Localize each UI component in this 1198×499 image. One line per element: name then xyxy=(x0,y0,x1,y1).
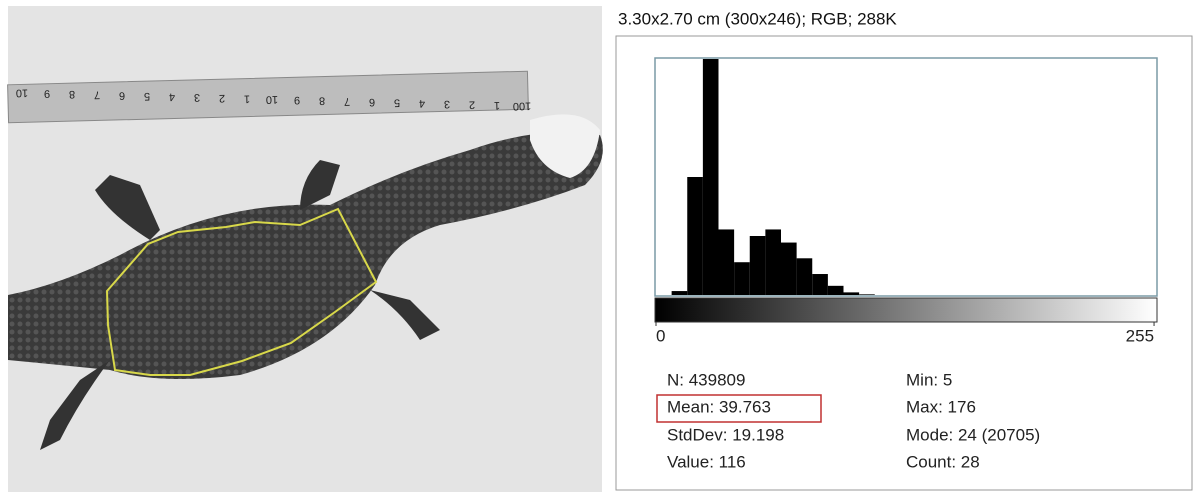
ruler-label: 9 xyxy=(44,87,50,99)
bar xyxy=(844,292,860,295)
ruler-label: 6 xyxy=(119,89,125,101)
ruler-label: 5 xyxy=(394,96,400,108)
ruler-label: 7 xyxy=(344,95,350,107)
ruler-label: 8 xyxy=(319,94,325,106)
stat: Min: 5 xyxy=(906,370,952,389)
ruler-label: 4 xyxy=(169,91,175,103)
stat: StdDev: 19.198 xyxy=(667,425,784,444)
ruler-label: 10 xyxy=(266,93,279,105)
ruler-label: 3 xyxy=(194,91,200,103)
bar xyxy=(703,59,719,295)
ruler-label: 1 xyxy=(494,99,500,111)
ruler-label: 6 xyxy=(369,96,375,108)
bar xyxy=(687,177,703,295)
ruler-label: 4 xyxy=(419,97,425,109)
bar xyxy=(750,236,766,295)
ruler-label: 9 xyxy=(294,94,300,106)
bar xyxy=(797,258,813,295)
ruler-label: 8 xyxy=(69,88,75,100)
stat: N: 439809 xyxy=(667,370,745,389)
stat: Max: 176 xyxy=(906,397,976,416)
photo: 10 9 8 7 6 5 4 3 2 1 10 9 8 7 6 5 4 3 2 1 100 xyxy=(8,6,603,492)
bar xyxy=(672,291,688,295)
ruler-label: 2 xyxy=(219,92,225,104)
bar xyxy=(765,229,781,295)
figure: 10 9 8 7 6 5 4 3 2 1 10 9 8 7 6 5 4 3 2 1 100 3.30x2.70 cm (… xyxy=(0,0,1198,494)
bar xyxy=(734,262,750,295)
stat: Mean: 39.763 xyxy=(667,397,771,416)
ruler-label: 1 xyxy=(244,92,250,104)
bar xyxy=(859,294,875,295)
ruler-label: 2 xyxy=(469,98,475,110)
lut-bar xyxy=(655,298,1157,322)
window-header: 3.30x2.70 cm (300x246); RGB; 288K xyxy=(618,9,897,28)
bar xyxy=(828,286,844,295)
ruler-label: 5 xyxy=(144,90,150,102)
stat: Mode: 24 (20705) xyxy=(906,425,1040,444)
ruler-label: 3 xyxy=(444,98,450,110)
stat: Count: 28 xyxy=(906,452,980,471)
bar xyxy=(812,274,828,295)
ruler-label: 100 xyxy=(513,100,532,112)
ruler-label: 10 xyxy=(16,86,29,98)
bar xyxy=(719,229,735,295)
stat: Value: 116 xyxy=(667,452,746,471)
ruler-label: 7 xyxy=(94,89,100,101)
x-tick-label: 0 xyxy=(656,326,665,345)
x-tick-label: 255 xyxy=(1126,326,1154,345)
bar xyxy=(781,243,797,295)
